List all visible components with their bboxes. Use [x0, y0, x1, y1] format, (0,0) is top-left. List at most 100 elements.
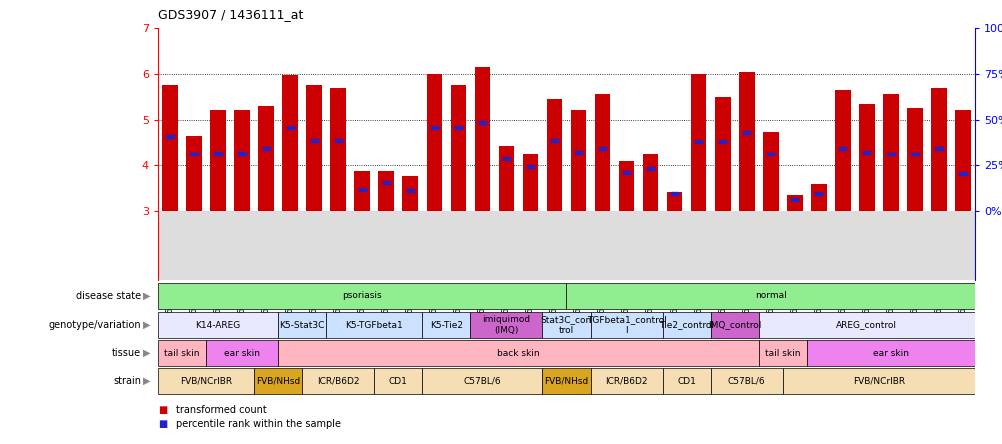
Bar	[590, 368, 662, 394]
Bar	[158, 340, 205, 366]
Bar	[550, 139, 557, 142]
Text: ear skin: ear skin	[872, 349, 908, 357]
Text: imiquimod
(IMQ): imiquimod (IMQ)	[482, 315, 530, 335]
Bar	[378, 171, 394, 211]
Bar	[763, 132, 778, 211]
Bar	[590, 312, 662, 338]
Bar	[906, 108, 922, 211]
Bar	[694, 140, 701, 143]
Bar	[374, 368, 422, 394]
Bar	[911, 152, 918, 155]
Text: back skin: back skin	[497, 349, 539, 357]
Bar	[278, 312, 326, 338]
Bar	[158, 211, 974, 280]
Text: FVB/NCrIBR: FVB/NCrIBR	[852, 377, 904, 385]
Bar	[622, 171, 629, 174]
Bar	[263, 147, 270, 150]
Bar	[954, 111, 970, 211]
Bar	[287, 127, 294, 129]
Text: TGFbeta1_control
l: TGFbeta1_control l	[586, 315, 665, 335]
Text: ▶: ▶	[142, 376, 150, 386]
Bar	[542, 368, 590, 394]
Bar	[158, 282, 566, 309]
Text: IMQ_control: IMQ_control	[707, 321, 761, 329]
Bar	[470, 312, 542, 338]
Text: ICR/B6D2: ICR/B6D2	[317, 377, 359, 385]
Bar	[426, 74, 442, 211]
Bar	[402, 176, 418, 211]
Bar	[359, 188, 366, 191]
Bar	[710, 312, 758, 338]
Bar	[162, 85, 177, 211]
Bar	[787, 195, 802, 211]
Text: K5-Tie2: K5-Tie2	[430, 321, 462, 329]
Bar	[815, 192, 822, 195]
Text: ■: ■	[158, 419, 167, 429]
Bar	[811, 184, 826, 211]
Bar	[422, 312, 470, 338]
Bar	[454, 126, 462, 129]
Bar	[835, 90, 850, 211]
Bar	[714, 97, 729, 211]
Bar	[158, 312, 278, 338]
Bar	[574, 151, 581, 154]
Bar	[738, 71, 754, 211]
Bar	[502, 157, 510, 160]
Bar	[782, 368, 974, 394]
Bar	[566, 282, 974, 309]
Bar	[311, 139, 318, 142]
Bar	[306, 85, 322, 211]
Bar	[690, 74, 705, 211]
Bar	[598, 147, 605, 150]
Bar	[758, 312, 974, 338]
Bar	[214, 151, 221, 155]
Bar	[186, 136, 201, 211]
Text: ear skin: ear skin	[223, 349, 260, 357]
Text: ▶: ▶	[142, 320, 150, 330]
Bar	[542, 312, 590, 338]
Bar	[205, 340, 278, 366]
Bar	[406, 189, 414, 192]
Bar	[930, 87, 946, 211]
Bar	[546, 99, 562, 211]
Bar	[238, 151, 245, 155]
Text: C57BL/6: C57BL/6	[727, 377, 765, 385]
Bar	[335, 139, 342, 142]
Bar	[254, 368, 302, 394]
Bar	[283, 75, 298, 211]
Text: Stat3C_con
trol: Stat3C_con trol	[540, 315, 591, 335]
Text: FVB/NHsd: FVB/NHsd	[256, 377, 300, 385]
Bar	[646, 167, 653, 170]
Text: C57BL/6: C57BL/6	[463, 377, 501, 385]
Text: GDS3907 / 1436111_at: GDS3907 / 1436111_at	[158, 8, 303, 21]
Text: normal: normal	[755, 292, 786, 301]
Bar	[526, 165, 533, 168]
Bar	[422, 368, 542, 394]
Text: ICR/B6D2: ICR/B6D2	[605, 377, 647, 385]
Text: ▶: ▶	[142, 348, 150, 358]
Bar	[430, 126, 438, 129]
Text: ■: ■	[158, 405, 167, 415]
Text: FVB/NHsd: FVB/NHsd	[544, 377, 588, 385]
Text: Tie2_control: Tie2_control	[658, 321, 713, 329]
Bar	[858, 103, 874, 211]
Bar	[570, 111, 586, 211]
Bar	[670, 192, 677, 195]
Bar	[478, 121, 486, 124]
Bar	[767, 152, 774, 155]
Bar	[662, 368, 710, 394]
Bar	[234, 111, 249, 211]
Bar	[210, 111, 225, 211]
Bar	[158, 368, 254, 394]
Bar	[806, 340, 974, 366]
Text: genotype/variation: genotype/variation	[48, 320, 141, 330]
Text: FVB/NCrIBR: FVB/NCrIBR	[179, 377, 231, 385]
Bar	[742, 131, 749, 134]
Bar	[618, 161, 633, 211]
Text: percentile rank within the sample: percentile rank within the sample	[176, 419, 341, 429]
Bar	[710, 368, 782, 394]
Text: CD1: CD1	[389, 377, 408, 385]
Bar	[791, 198, 798, 201]
Bar	[959, 172, 966, 175]
Bar	[278, 340, 758, 366]
